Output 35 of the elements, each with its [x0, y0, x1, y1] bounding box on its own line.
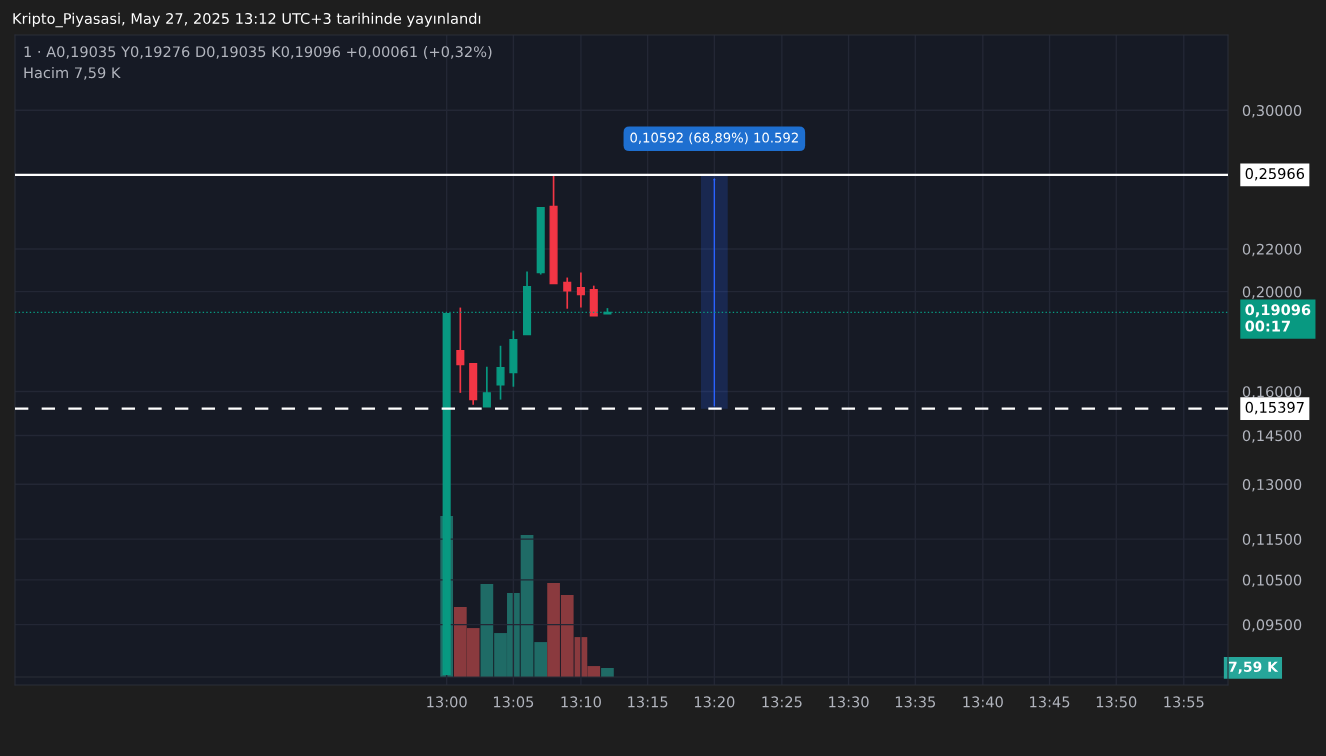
- x-tick-label: 13:40: [963, 696, 1003, 708]
- y-tick-label: 0,11500: [1242, 533, 1302, 547]
- candlestick: [456, 306, 465, 394]
- y-tick-label: 0,13000: [1242, 479, 1302, 492]
- x-tick-label: 13:15: [628, 696, 668, 708]
- x-tick-label: 13:35: [895, 696, 936, 708]
- text: 7,59 K: [1228, 661, 1279, 674]
- x-tick-label: 13:50: [1096, 696, 1137, 708]
- x-tick-label: 13:30: [829, 696, 869, 708]
- x-tick-label: 13:20: [694, 696, 735, 708]
- chart-title: Hacim 7,59 K: [24, 66, 121, 80]
- y-tick-label: 0,14500: [1242, 430, 1302, 443]
- y-tick-label: 0,20000: [1242, 286, 1302, 299]
- x-tick-label: 13:00: [427, 696, 467, 708]
- candlestick: [496, 344, 505, 401]
- y-tick-label: 0,10500: [1242, 574, 1302, 588]
- y-tick-label: 0,22000: [1242, 243, 1302, 257]
- bar: [601, 667, 614, 677]
- annotation: 0,10592 (68,89%) 10.592: [630, 132, 798, 145]
- x-tick-label: 13:10: [561, 696, 601, 708]
- ref-line-label: 0,15397: [1245, 401, 1304, 415]
- candlestick: [482, 365, 491, 408]
- y-tick-label: 0,09500: [1242, 619, 1302, 632]
- ref-line-label: 0,19096 00:17: [1245, 304, 1311, 332]
- x-tick-label: 13:05: [493, 696, 534, 708]
- candlestick: [576, 271, 585, 309]
- chart-title: Kripto_Piyasasi, May 27, 2025 13:12 UTC+3 tarihinde yayınlandı: [13, 12, 481, 28]
- y-tick-label: 0,16000: [1242, 386, 1302, 399]
- candlestick: [563, 276, 572, 310]
- x-tick-label: 13:25: [762, 696, 802, 708]
- text: 1 · A0,19035 Y0,19276 D0,19035 K0,19096 +0,00061 (+0,32%): [24, 45, 492, 59]
- ref-line-label: 0,25966: [1245, 168, 1305, 181]
- x-tick-label: 13:55: [1164, 696, 1204, 708]
- x-tick-label: 13:45: [1030, 696, 1070, 708]
- y-tick-label: 0,30000: [1242, 105, 1302, 118]
